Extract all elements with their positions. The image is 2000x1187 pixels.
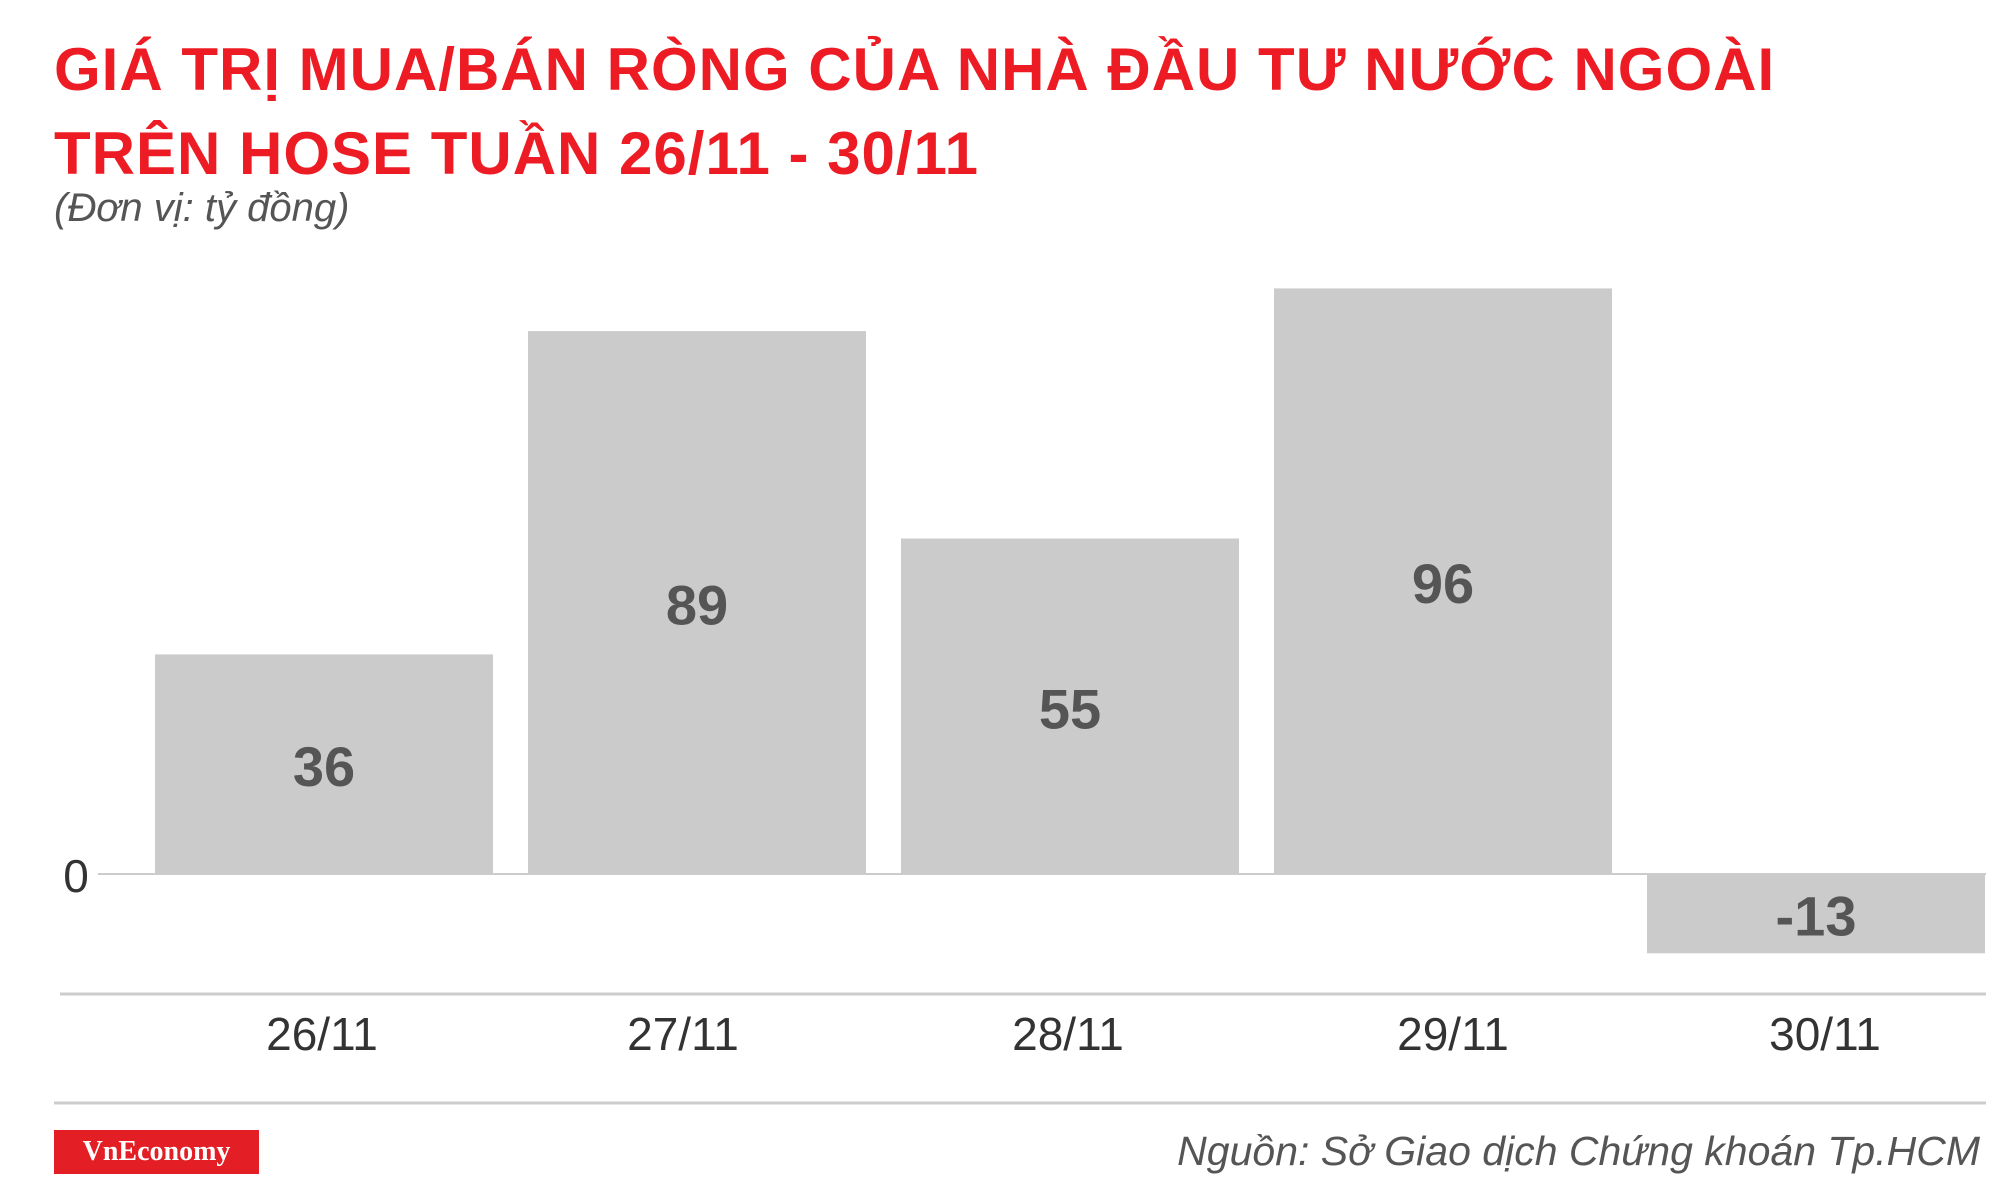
x-tick-label: 29/11 xyxy=(1397,1008,1509,1060)
x-tick-label: 27/11 xyxy=(627,1008,739,1060)
bar-value-label: 96 xyxy=(1412,552,1474,615)
bar-value-label: -13 xyxy=(1776,885,1857,948)
x-tick-label: 26/11 xyxy=(266,1008,378,1060)
bar xyxy=(1274,288,1612,874)
bar xyxy=(155,654,493,874)
bar-value-label: 36 xyxy=(293,735,355,798)
bar xyxy=(901,538,1239,874)
bar-value-label: 89 xyxy=(666,574,728,637)
x-tick-label: 28/11 xyxy=(1012,1008,1124,1060)
unit-label: (Đơn vị: tỷ đồng) xyxy=(54,186,350,230)
bar xyxy=(528,331,866,875)
chart-title: GIÁ TRỊ MUA/BÁN RÒNG CỦA NHÀ ĐẦU TƯ NƯỚC… xyxy=(54,28,1954,196)
bar xyxy=(1647,874,1985,954)
chart-title-line-1: GIÁ TRỊ MUA/BÁN RÒNG CỦA NHÀ ĐẦU TƯ NƯỚC… xyxy=(54,36,1776,103)
source-note: Nguồn: Sở Giao dịch Chứng khoán Tp.HCM xyxy=(1177,1128,1980,1174)
bar-chart: 0 36 26/11 89 27/11 55 28/11 96 29/11 -13 30/11 xyxy=(54,288,1986,1105)
vneconomy-logo: VnEconomy xyxy=(54,1130,259,1174)
bar-value-label: 55 xyxy=(1039,677,1101,740)
x-tick-label: 30/11 xyxy=(1769,1008,1881,1060)
chart-title-line-2: TRÊN HOSE TUẦN 26/11 - 30/11 xyxy=(54,120,980,187)
y-tick-label: 0 xyxy=(63,850,89,902)
